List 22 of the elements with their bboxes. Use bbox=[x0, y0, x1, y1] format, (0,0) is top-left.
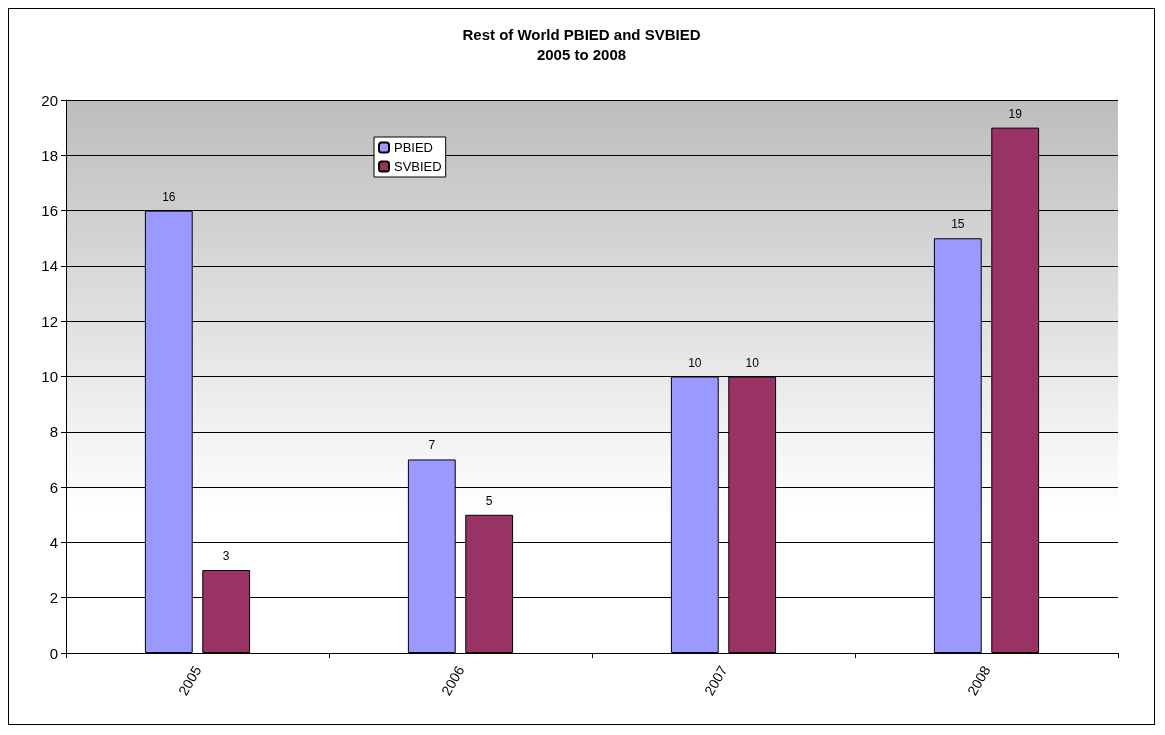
y-tick-label: 10 bbox=[41, 368, 58, 385]
data-label: 19 bbox=[1008, 106, 1023, 121]
legend-label: SVBIED bbox=[394, 159, 442, 174]
y-tick-label: 20 bbox=[41, 91, 58, 109]
data-label: 10 bbox=[745, 355, 760, 370]
data-label: 7 bbox=[428, 438, 436, 453]
data-label: 16 bbox=[162, 189, 176, 204]
y-tick-label: 0 bbox=[49, 644, 58, 662]
y-tick-label: 12 bbox=[41, 312, 58, 330]
y-tick-label: 18 bbox=[41, 146, 58, 164]
y-tick-label: 14 bbox=[41, 257, 58, 275]
chart-title: Rest of World PBIED and SVBIED 2005 to 2008 bbox=[462, 25, 701, 63]
y-tick-label: 4 bbox=[49, 533, 58, 551]
y-tick-label: 2 bbox=[49, 589, 58, 607]
data-label: 15 bbox=[951, 217, 965, 232]
y-tick-label: 16 bbox=[41, 202, 58, 220]
y-tick-label: 6 bbox=[49, 478, 58, 496]
data-label: 10 bbox=[688, 355, 702, 370]
data-label: 3 bbox=[222, 549, 230, 564]
data-label: 5 bbox=[485, 493, 493, 508]
legend-label: PBIED bbox=[394, 140, 434, 155]
y-tick-label: 8 bbox=[49, 423, 58, 441]
